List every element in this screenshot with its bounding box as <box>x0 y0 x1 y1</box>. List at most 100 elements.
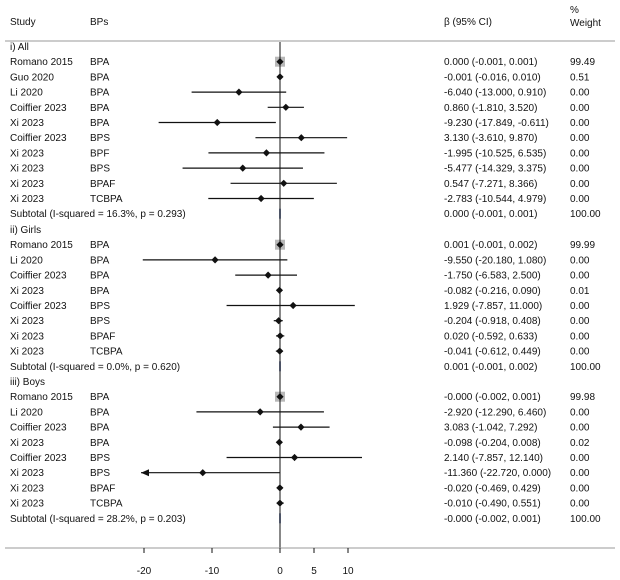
weight-text: 0.00 <box>570 179 590 190</box>
header-effect: β (95% CI) <box>444 17 492 28</box>
x-tick-label: 0 <box>277 566 283 577</box>
weight-text: 0.00 <box>570 103 590 114</box>
bp-label: BPA <box>90 286 110 297</box>
bp-label: TCBPA <box>90 499 123 510</box>
effect-ci-text: 0.547 (-7.271, 8.366) <box>444 179 537 190</box>
weight-text: 0.00 <box>570 483 590 494</box>
x-tick-label: 5 <box>311 566 317 577</box>
weight-text: 0.00 <box>570 133 590 144</box>
effect-ci-text: 3.083 (-1.042, 7.292) <box>444 423 537 434</box>
weight-text: 0.00 <box>570 468 590 479</box>
effect-ci-text: -6.040 (-13.000, 0.910) <box>444 88 546 99</box>
bp-label: BPA <box>90 271 110 282</box>
bp-label: BPA <box>90 392 110 403</box>
study-label: Xi 2023 <box>10 347 44 358</box>
effect-ci-text: 0.860 (-1.810, 3.520) <box>444 103 537 114</box>
study-label: Xi 2023 <box>10 499 44 510</box>
subtotal-weight-text: 100.00 <box>570 514 601 525</box>
study-label: Romano 2015 <box>10 57 73 68</box>
weight-text: 0.00 <box>570 118 590 129</box>
x-axis: -20 -10 0 5 10 <box>5 42 615 577</box>
effect-ci-text: 0.020 (-0.592, 0.633) <box>444 331 537 342</box>
effect-ci-text: 0.001 (-0.001, 0.002) <box>444 240 537 251</box>
weight-text: 0.00 <box>570 453 590 464</box>
effect-ci-text: -5.477 (-14.329, 3.375) <box>444 164 546 175</box>
subtotal-weight-text: 100.00 <box>570 209 601 220</box>
bp-label: BPA <box>90 72 110 83</box>
ci-arrow <box>141 469 149 477</box>
point-estimate <box>290 453 299 462</box>
bp-label: BPA <box>90 438 110 449</box>
header-study: Study <box>10 17 36 28</box>
weight-text: 0.00 <box>570 301 590 312</box>
weight-text: 0.00 <box>570 347 590 358</box>
study-label: Romano 2015 <box>10 240 73 251</box>
effect-ci-text: 0.000 (-0.001, 0.001) <box>444 57 537 68</box>
bp-label: BPA <box>90 118 110 129</box>
effect-ci-text: -0.010 (-0.490, 0.551) <box>444 499 541 510</box>
study-label: Xi 2023 <box>10 164 44 175</box>
weight-text: 0.02 <box>570 438 590 449</box>
study-label: Li 2020 <box>10 255 43 266</box>
bp-label: BPAF <box>90 179 115 190</box>
x-tick-label: -10 <box>205 566 220 577</box>
weight-text: 0.00 <box>570 271 590 282</box>
study-label: Guo 2020 <box>10 72 54 83</box>
point-estimate <box>297 134 305 142</box>
study-label: Coiffier 2023 <box>10 271 67 282</box>
weight-text: 0.00 <box>570 194 590 205</box>
point-estimate <box>239 164 247 172</box>
bp-label: BPA <box>90 407 110 418</box>
bp-label: BPS <box>90 133 110 144</box>
point-estimate <box>275 317 283 325</box>
effect-ci-text: -9.550 (-20.180, 1.080) <box>444 255 546 266</box>
point-estimate <box>211 256 219 264</box>
point-estimate <box>275 438 283 446</box>
point-estimate <box>256 408 264 416</box>
point-estimate <box>257 194 265 203</box>
bp-label: BPAF <box>90 331 115 342</box>
effect-ci-text: -9.230 (-17.849, -0.611) <box>444 118 549 129</box>
point-estimate <box>297 423 305 431</box>
bp-label: BPAF <box>90 483 115 494</box>
study-label: Xi 2023 <box>10 438 44 449</box>
effect-ci-text: -0.041 (-0.612, 0.449) <box>444 347 541 358</box>
study-label: Xi 2023 <box>10 194 44 205</box>
effect-ci-text: -0.001 (-0.016, 0.010) <box>444 72 541 83</box>
study-label: Li 2020 <box>10 88 43 99</box>
study-label: Xi 2023 <box>10 179 44 190</box>
point-estimate <box>262 149 271 157</box>
effect-ci-text: -1.750 (-6.583, 2.500) <box>444 271 541 282</box>
point-estimate <box>264 271 272 279</box>
x-tick-label: -20 <box>137 566 152 577</box>
point-estimate <box>280 179 288 187</box>
bp-label: BPA <box>90 423 110 434</box>
bp-label: BPS <box>90 468 110 479</box>
point-estimate <box>275 286 284 294</box>
bp-label: BPA <box>90 88 110 99</box>
weight-text: 0.00 <box>570 255 590 266</box>
subtotal-label: Subtotal (I-squared = 28.2%, p = 0.203) <box>10 514 186 525</box>
x-tick-label: 10 <box>342 566 354 577</box>
effect-ci-text: -0.000 (-0.002, 0.001) <box>444 392 541 403</box>
bp-label: BPS <box>90 164 110 175</box>
header-weight-line1: % <box>570 5 579 16</box>
effect-ci-text: -1.995 (-10.525, 6.535) <box>444 148 546 159</box>
bp-label: BPA <box>90 57 110 68</box>
study-label: Coiffier 2023 <box>10 103 67 114</box>
study-label: Coiffier 2023 <box>10 423 67 434</box>
study-label: Coiffier 2023 <box>10 453 67 464</box>
study-label: Romano 2015 <box>10 392 73 403</box>
effect-ci-text: -0.082 (-0.216, 0.090) <box>444 286 541 297</box>
bp-label: BPA <box>90 255 110 266</box>
point-estimate <box>289 301 297 310</box>
weight-text: 0.00 <box>570 423 590 434</box>
effect-ci-text: -0.098 (-0.204, 0.008) <box>444 438 541 449</box>
effect-ci-text: -11.360 (-22.720, 0.000) <box>444 468 551 479</box>
point-estimate <box>213 118 221 127</box>
effect-ci-text: 3.130 (-3.610, 9.870) <box>444 133 537 144</box>
weight-text: 0.00 <box>570 88 590 99</box>
effect-ci-text: -0.020 (-0.469, 0.429) <box>444 483 541 494</box>
rows-layer: i) All Romano 2015 BPA 0.000 (-0.001, 0.001… <box>10 42 601 525</box>
study-label: Coiffier 2023 <box>10 133 67 144</box>
